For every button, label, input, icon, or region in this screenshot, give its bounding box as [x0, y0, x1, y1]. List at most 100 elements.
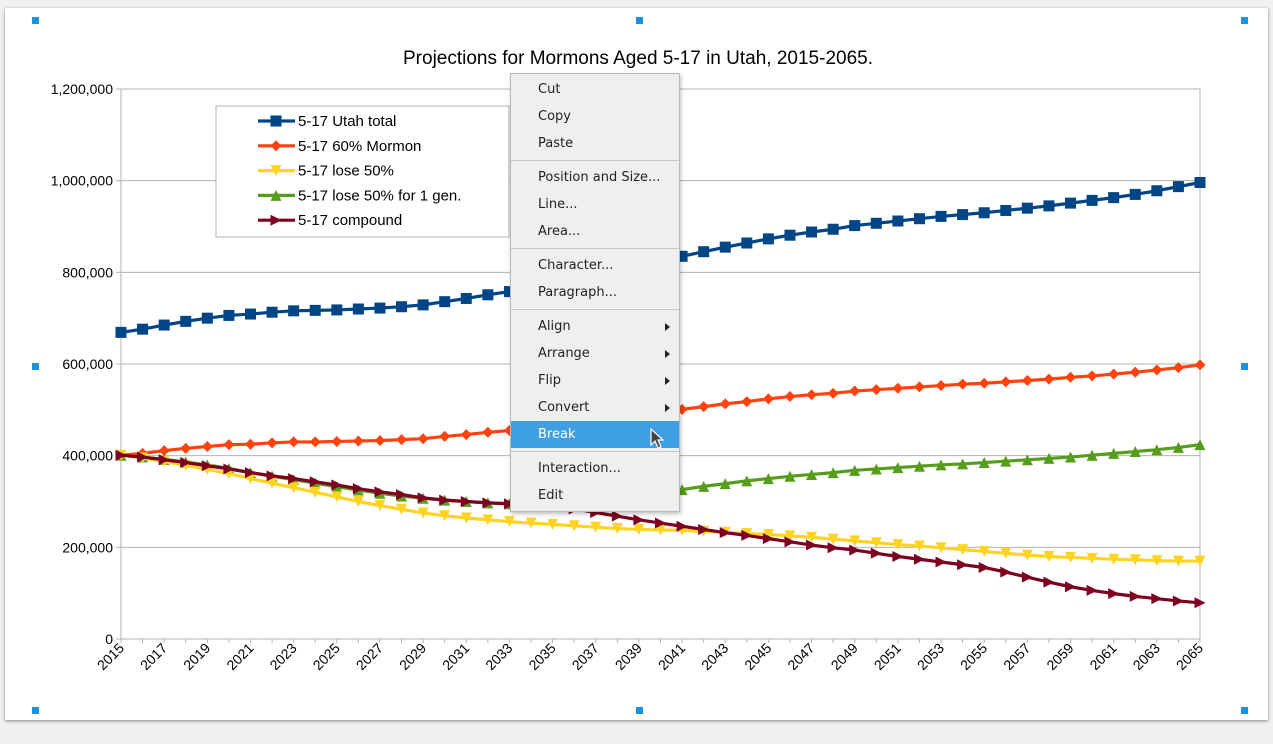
selection-handle-bottom-center[interactable] [636, 707, 643, 714]
data-point [784, 530, 796, 542]
data-point [1043, 373, 1055, 385]
data-point [1021, 549, 1033, 561]
data-point [978, 377, 990, 389]
data-point [784, 391, 796, 403]
legend-entry-4[interactable]: 5-17 lose 50% for 1 gen. [258, 187, 461, 204]
data-point [978, 562, 990, 573]
data-point [676, 250, 688, 262]
data-point [935, 210, 947, 222]
legend-label: 5-17 lose 50% [298, 163, 394, 180]
data-point [1065, 551, 1077, 563]
data-point [482, 497, 494, 509]
data-point [547, 518, 559, 530]
data-point [266, 437, 278, 449]
x-tick-label: 2061 [1086, 640, 1119, 673]
legend-entry-2[interactable]: 5-17 60% Mormon [258, 138, 421, 155]
data-point [1108, 447, 1120, 459]
menu-item-position-and-size[interactable]: Position and Size... [511, 164, 679, 191]
data-point [1043, 551, 1055, 562]
data-point [266, 306, 278, 318]
data-point [1086, 194, 1098, 206]
selection-handle-bottom-left[interactable] [32, 707, 39, 714]
menu-item-paragraph[interactable]: Paragraph... [511, 279, 679, 306]
menu-item-paste[interactable]: Paste [511, 130, 679, 157]
menu-item-copy[interactable]: Copy [511, 103, 679, 130]
data-point [1021, 571, 1033, 583]
data-point [935, 556, 947, 568]
data-point [525, 517, 537, 529]
data-point [762, 473, 774, 485]
data-point [741, 237, 753, 249]
submenu-arrow-icon [665, 377, 670, 385]
data-point [223, 463, 235, 475]
data-point [935, 459, 947, 471]
data-point [698, 480, 710, 492]
data-point [223, 309, 235, 321]
data-point [957, 378, 969, 390]
data-point [935, 380, 947, 392]
data-point [331, 304, 343, 316]
data-point [611, 510, 623, 522]
data-point [1129, 188, 1141, 200]
legend-entry-5[interactable]: 5-17 compound [258, 212, 402, 229]
menu-item-character[interactable]: Character... [511, 252, 679, 279]
line-chart[interactable]: 0 200,000 400,000 600,000 800,000 1,000,000 1,… [5, 8, 1268, 720]
data-point [913, 553, 925, 565]
data-point [978, 207, 990, 219]
data-point [1108, 192, 1120, 204]
legend-entry-1[interactable]: 5-17 Utah total [258, 113, 396, 130]
data-point [1194, 439, 1206, 451]
data-point [244, 467, 256, 479]
menu-item-cut[interactable]: Cut [511, 76, 679, 103]
x-tick-label: 2031 [439, 640, 472, 673]
data-point [396, 489, 408, 501]
data-point [158, 445, 170, 457]
legend-entry-3[interactable]: 5-17 lose 50% [258, 163, 394, 180]
data-point [892, 215, 904, 227]
menu-item-label: Align [538, 319, 571, 334]
data-point [288, 305, 300, 317]
data-point [223, 439, 235, 451]
y-tick-label: 1,000,000 [51, 173, 113, 189]
x-tick-label: 2059 [1043, 640, 1076, 673]
data-point [719, 241, 731, 253]
data-point [374, 500, 386, 512]
data-point [137, 323, 149, 335]
data-point [784, 229, 796, 241]
selection-handle-top-right[interactable] [1241, 17, 1248, 24]
data-point [827, 533, 839, 545]
selection-handle-middle-left[interactable] [32, 363, 39, 370]
data-point [309, 304, 321, 316]
data-point [1043, 200, 1055, 212]
y-tick-label: 800,000 [62, 264, 113, 280]
data-point [180, 315, 192, 327]
x-tick-label: 2025 [310, 640, 343, 673]
data-point [849, 464, 861, 476]
selection-handle-bottom-right[interactable] [1241, 707, 1248, 714]
menu-separator [511, 160, 679, 161]
legend[interactable]: 5-17 Utah total 5-17 60% Mormon 5-17 lose … [215, 105, 510, 238]
legend-label: 5-17 compound [298, 212, 402, 229]
data-point [913, 460, 925, 472]
x-tick-label: 2037 [569, 640, 602, 673]
data-point [439, 296, 451, 308]
menu-item-area[interactable]: Area... [511, 218, 679, 245]
x-tick-label: 2043 [698, 640, 731, 673]
selection-handle-top-left[interactable] [32, 17, 39, 24]
legend-label: 5-17 60% Mormon [298, 138, 421, 155]
menu-item-interaction[interactable]: Interaction... [511, 455, 679, 482]
menu-item-align[interactable]: Align [511, 313, 679, 340]
data-point [309, 476, 321, 488]
menu-item-line[interactable]: Line... [511, 191, 679, 218]
data-point [396, 301, 408, 313]
selection-handle-middle-right[interactable] [1241, 363, 1248, 370]
data-point [1151, 593, 1163, 605]
menu-item-convert[interactable]: Convert [511, 394, 679, 421]
menu-item-arrange[interactable]: Arrange [511, 340, 679, 367]
data-point [806, 539, 818, 551]
data-point [913, 213, 925, 225]
selection-handle-top-center[interactable] [636, 17, 643, 24]
x-tick-label: 2057 [1000, 640, 1033, 673]
menu-item-edit[interactable]: Edit [511, 482, 679, 509]
menu-item-flip[interactable]: Flip [511, 367, 679, 394]
